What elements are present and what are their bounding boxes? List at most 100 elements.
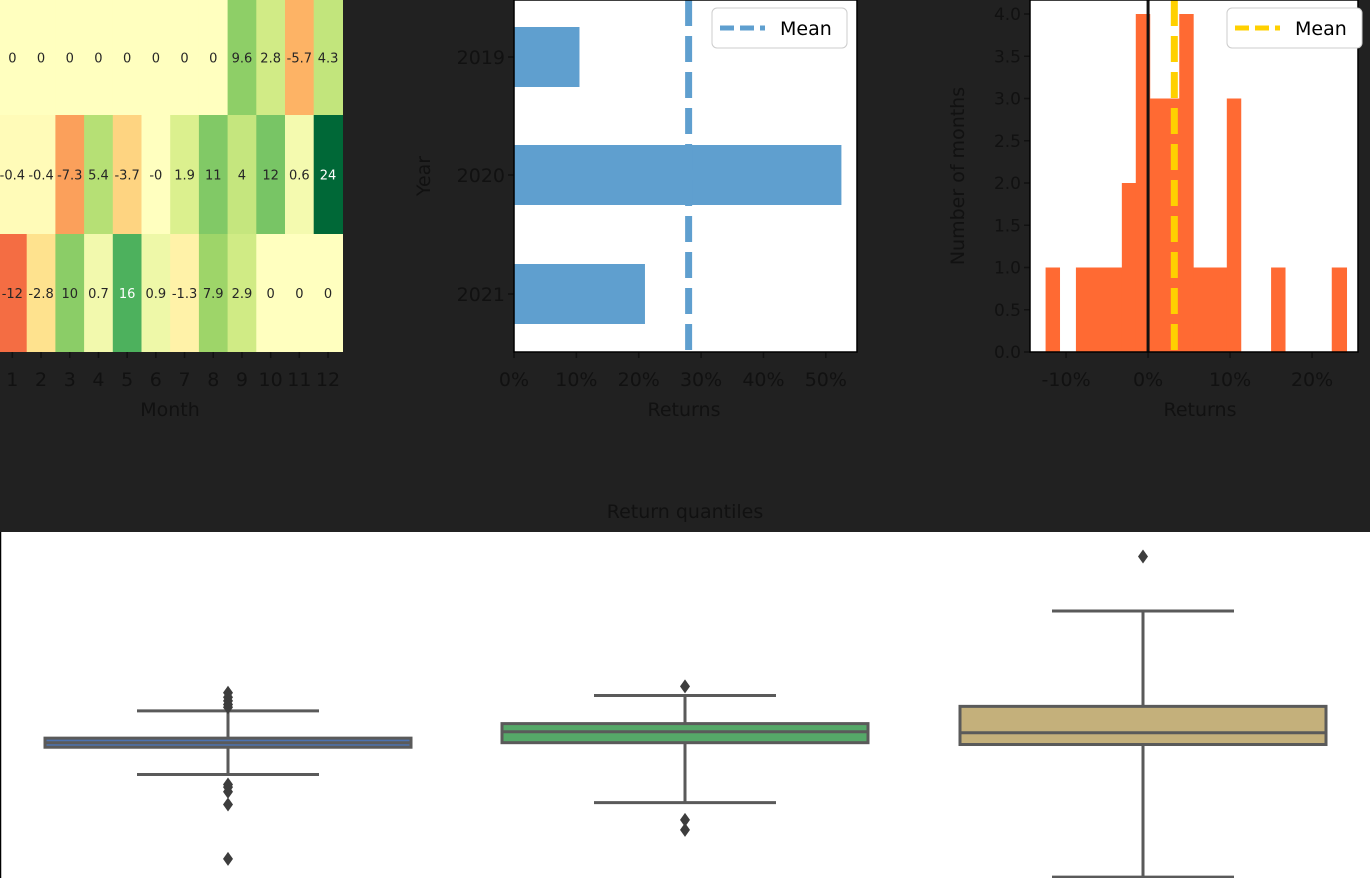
bar-y-tick-label: 2019	[457, 47, 505, 69]
heatmap-cell	[256, 0, 286, 117]
heatmap-cell-label: 0	[324, 287, 332, 302]
histogram-y-tick-label: 0.0	[994, 343, 1021, 363]
heatmap-cell-label: 0	[94, 52, 102, 67]
histogram-bin	[1179, 14, 1194, 352]
histogram-y-tick-label: 0.5	[994, 301, 1021, 321]
heatmap-cell	[55, 115, 85, 234]
heatmap-cell	[112, 115, 143, 234]
bar-y-tick-label: 2020	[457, 165, 505, 187]
heatmap-cell	[256, 234, 286, 352]
heatmap-x-tick-label: 2	[35, 369, 47, 391]
heatmap-cell	[112, 234, 143, 352]
bar-chart-legend-box	[711, 7, 848, 49]
heatmap-cell-label: 24	[320, 169, 337, 184]
heatmap-cell-label: -7.3	[57, 169, 82, 184]
heatmap-cell	[313, 0, 343, 117]
heatmap-x-tick-label: 12	[316, 369, 340, 391]
bar-chart-frame	[513, 0, 858, 353]
heatmap-x-tick-label: 9	[236, 369, 248, 391]
heatmap-cell-label: 0	[66, 52, 74, 67]
heatmap-cell-label: 0	[295, 287, 303, 302]
heatmap-cell	[55, 0, 85, 117]
heatmap-x-tick-label: 10	[259, 369, 283, 391]
heatmap-cell	[198, 115, 229, 234]
heatmap-cell-label: -2.8	[28, 287, 53, 302]
histogram-y-tick-label: 4.0	[994, 5, 1021, 25]
heatmap-x-tick-label: 3	[64, 369, 76, 391]
heatmap-cell-label: 1.9	[174, 169, 195, 184]
heatmap-cell	[227, 0, 257, 117]
histogram-y-tick-label: 3.5	[994, 47, 1021, 67]
heatmap-x-tick-label: 5	[121, 369, 133, 391]
heatmap-cell-label: -12	[2, 287, 23, 302]
bar-2021	[514, 264, 645, 324]
heatmap-cell	[112, 0, 143, 117]
heatmap-cell-label: 7.9	[203, 287, 224, 302]
bar-x-tick-label: 0%	[499, 369, 529, 391]
bar-x-tick-label: 10%	[555, 369, 597, 391]
heatmap-cell-label: 0	[180, 52, 188, 67]
histogram-x-tick-label: 20%	[1291, 369, 1333, 391]
bar-chart-legend-label: Mean	[780, 18, 832, 40]
heatmap-cell	[198, 234, 229, 352]
bar-x-tick-label: 30%	[680, 369, 722, 391]
heatmap-cell-label: -0.4	[28, 169, 53, 184]
box-plot-title: Return quantiles	[607, 501, 763, 523]
box-outlier	[223, 700, 233, 715]
heatmap-cell	[170, 0, 200, 117]
histogram-y-axis-label: Number of months	[947, 87, 969, 265]
heatmap-cell	[285, 0, 315, 117]
heatmap-cell-label: 0	[8, 52, 16, 67]
monthly-returns-histogram: 0.0 0.5 1.0 1.5 2.0 2.5 3.0 3.5 4.0 -10% 0% 10% 20%…	[947, 0, 1363, 421]
heatmap-cell-label: 0	[209, 52, 217, 67]
heatmap-cell-label: 4.3	[318, 52, 339, 67]
heatmap-x-axis-label: Month	[140, 399, 200, 421]
heatmap-cell	[313, 234, 343, 352]
heatmap-cell	[313, 115, 343, 234]
box-outlier	[223, 797, 233, 812]
heatmap-x-tick-label: 1	[6, 369, 18, 391]
heatmap-x-tick-label: 6	[150, 369, 162, 391]
heatmap-cell	[0, 234, 28, 352]
box-1	[43, 685, 413, 866]
heatmap-cell-label: 2.8	[260, 52, 281, 67]
histogram-y-tick-label: 1.5	[994, 216, 1021, 236]
bar-2019	[514, 27, 580, 87]
heatmap-cell	[84, 115, 114, 234]
histogram-bin	[1075, 267, 1123, 352]
histogram-y-tick-label: 1.0	[994, 259, 1021, 279]
bar-chart-x-axis-label: Returns	[648, 399, 721, 421]
heatmap-cell	[26, 234, 56, 352]
heatmap-cell-label: -0.4	[0, 169, 25, 184]
bar-chart-legend: Mean	[711, 7, 848, 49]
heatmap-cell	[141, 234, 171, 352]
heatmap-cell	[227, 234, 257, 352]
heatmap-x-tick-label: 4	[92, 369, 104, 391]
heatmap-cell	[26, 0, 56, 117]
heatmap-cell-label: 0	[152, 52, 160, 67]
heatmap-cell-label: 2.9	[232, 287, 253, 302]
histogram-bin	[1193, 267, 1228, 352]
box-2	[500, 679, 870, 837]
annual-returns-bar-chart: 2019 2020 2021 0% 10% 20% 30% 40% 50% Mean Retu…	[413, 0, 858, 421]
heatmap-cell-label: 10	[61, 287, 78, 302]
bar-x-tick-label: 40%	[742, 369, 784, 391]
histogram-bin	[1271, 267, 1286, 352]
heatmap-cell-label: 4	[238, 169, 246, 184]
heatmap-x-tick-label: 8	[207, 369, 219, 391]
heatmap-cell-label: 0.9	[146, 287, 167, 302]
heatmap-cell	[0, 115, 28, 234]
histogram-bin	[1045, 267, 1061, 352]
box-3	[958, 549, 1328, 878]
histogram-y-tick-label: 2.0	[994, 174, 1021, 194]
histogram-bin	[1331, 267, 1348, 352]
heatmap-cell	[227, 115, 257, 234]
heatmap-cell	[84, 234, 114, 352]
histogram-x-tick-label: -10%	[1042, 369, 1091, 391]
box-outlier	[1138, 549, 1148, 564]
box-iqr	[958, 704, 1328, 747]
box-outlier	[680, 822, 690, 837]
histogram-bin	[1121, 183, 1137, 352]
heatmap-cell	[141, 0, 171, 117]
